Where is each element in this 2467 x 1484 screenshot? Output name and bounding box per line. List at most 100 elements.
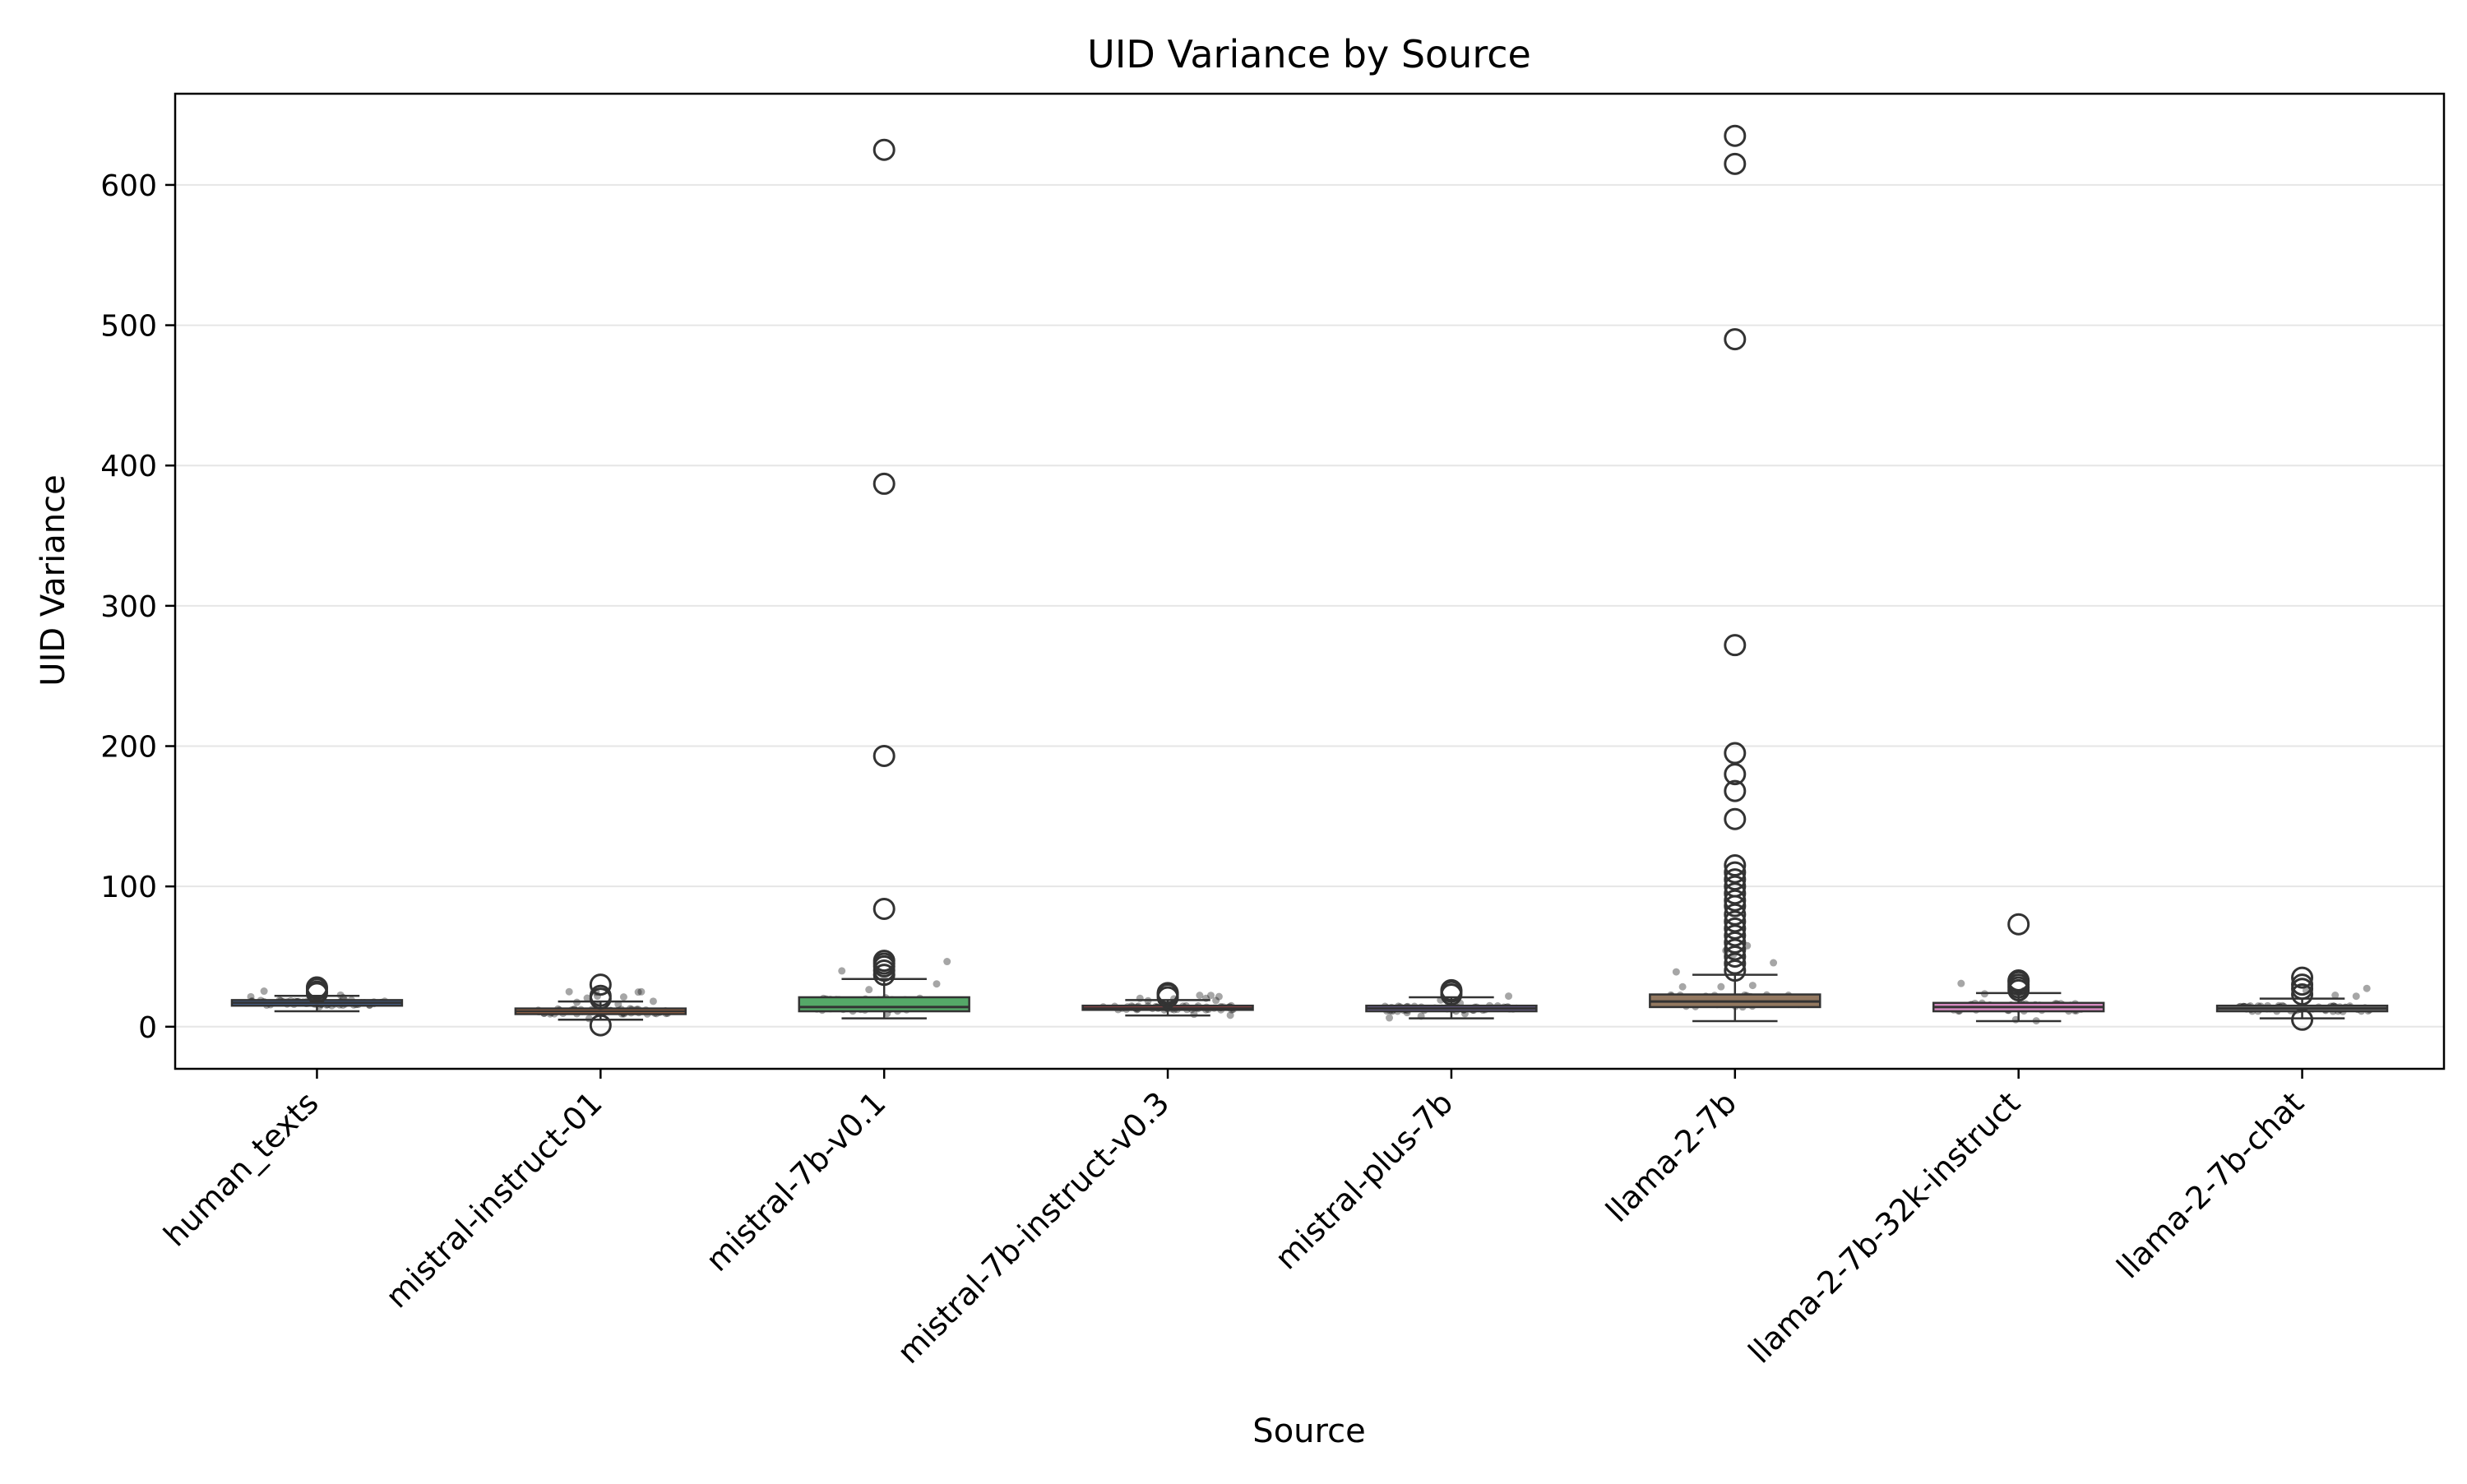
jitter-point [2352,992,2360,1001]
outlier-point [1724,742,1747,765]
outlier-point [1724,875,1747,898]
outlier-point [1724,889,1747,912]
jitter-point [865,986,873,994]
jitter-point [1505,992,1513,1001]
outlier-point [1724,910,1747,933]
jitter-point [1957,979,1965,987]
box-group-human_texts [230,976,404,1013]
outlier-point [1724,924,1747,947]
x-tick-label: mistral-instruct-01 [378,1084,609,1315]
x-tick-label: llama-2-7b [1599,1084,1743,1229]
outlier-point [1724,152,1747,175]
box-group-llama-2-7b-32k-instruct [1932,913,2105,1023]
outlier-point [872,472,896,495]
jitter-point [634,988,642,996]
outlier-point [1724,882,1747,905]
jitter-point [1386,1014,1394,1022]
x-tick-label: llama-2-7b-32k-instruct [1742,1084,2027,1370]
outlier-point [1724,945,1747,968]
outlier-point [1724,779,1747,802]
jitter-point [619,993,627,1001]
jitter-point [2331,992,2340,1000]
box-group-llama-2-7b [1649,124,1821,1023]
outlier-point [1440,978,1463,1001]
outlier-point [1724,807,1747,830]
jitter-point [649,997,657,1006]
outlier-point [2291,966,2314,989]
jitter-point [838,967,846,975]
jitter-point [637,987,646,996]
outlier-point [1724,931,1747,954]
y-axis-label: UID Variance [35,474,72,686]
outlier-point [305,976,328,999]
x-tick-label: mistral-plus-7b [1268,1084,1460,1276]
jitter-point [1212,996,1220,1005]
outlier-point [589,1014,612,1037]
box-group-mistral-instruct-01 [514,973,687,1037]
outlier-point [2291,973,2314,996]
y-tick-label: 400 [100,450,157,483]
jitter-point [933,980,941,988]
chart-title: UID Variance by Source [1087,32,1531,76]
box-group-mistral-plus-7b [1365,978,1538,1019]
outlier-point [872,897,896,920]
plot-frame [174,92,2446,1070]
jitter-point [260,987,268,996]
x-tick-label: mistral-7b-instruct-v0.3 [891,1084,1177,1371]
grid-layer [175,183,2444,1028]
axis-layer: 0 100 200 300 400 500 600 human_texts mistral-in… [100,92,2446,1371]
outlier-point [589,984,612,1007]
jitter-point [1215,992,1223,1001]
outlier-point [1724,903,1747,926]
y-tick-label: 500 [100,310,157,344]
x-tick-label: mistral-7b-v0.1 [699,1084,893,1278]
box-layer [230,124,2389,1037]
jitter-point [1748,982,1757,990]
outlier-point [1724,854,1747,877]
outlier-point [872,744,896,767]
outlier-point [1724,952,1747,975]
jitter-point [1672,968,1680,976]
jitter-point [583,994,591,1002]
jitter-point [1717,982,1725,991]
jitter-point [1207,992,1215,1000]
x-axis-label: Source [1252,1412,1365,1450]
outlier-point [1156,982,1179,1005]
outlier-point [2007,969,2030,992]
outlier-point [1724,938,1747,961]
box-group-llama-2-7b-chat [2215,966,2389,1031]
jitter-point [1678,982,1687,991]
box-iqr [798,996,970,1013]
y-tick-label: 600 [100,169,157,203]
outlier-point [1724,634,1747,657]
jitter-point [1226,1011,1234,1019]
y-tick-label: 0 [138,1011,157,1045]
outlier-point [1724,917,1747,940]
jitter-point [1196,992,1204,1000]
outlier-point [1724,124,1747,147]
outlier-point [1724,868,1747,891]
outlier-point [2007,913,2030,936]
box-group-mistral-7b-v0.1 [798,138,970,1019]
jitter-point [943,958,951,966]
outlier-point [1724,861,1747,884]
box-group-mistral-7b-instruct-v0.3 [1081,982,1254,1017]
outlier-point [1724,763,1747,786]
jitter-point [247,992,255,1001]
outlier-point [1724,959,1747,982]
jitter-point [2363,984,2371,992]
jitter-point [565,987,573,996]
y-tick-label: 300 [100,590,157,624]
y-tick-label: 200 [100,731,157,765]
outlier-point [1724,328,1747,351]
outlier-point [589,973,612,996]
x-tick-label: human_texts [156,1084,325,1253]
outlier-point [872,138,896,161]
outlier-point [2291,1008,2314,1031]
outlier-point [2291,983,2314,1006]
y-tick-label: 100 [100,871,157,904]
outlier-point [872,950,896,973]
jitter-point [1770,959,1778,967]
